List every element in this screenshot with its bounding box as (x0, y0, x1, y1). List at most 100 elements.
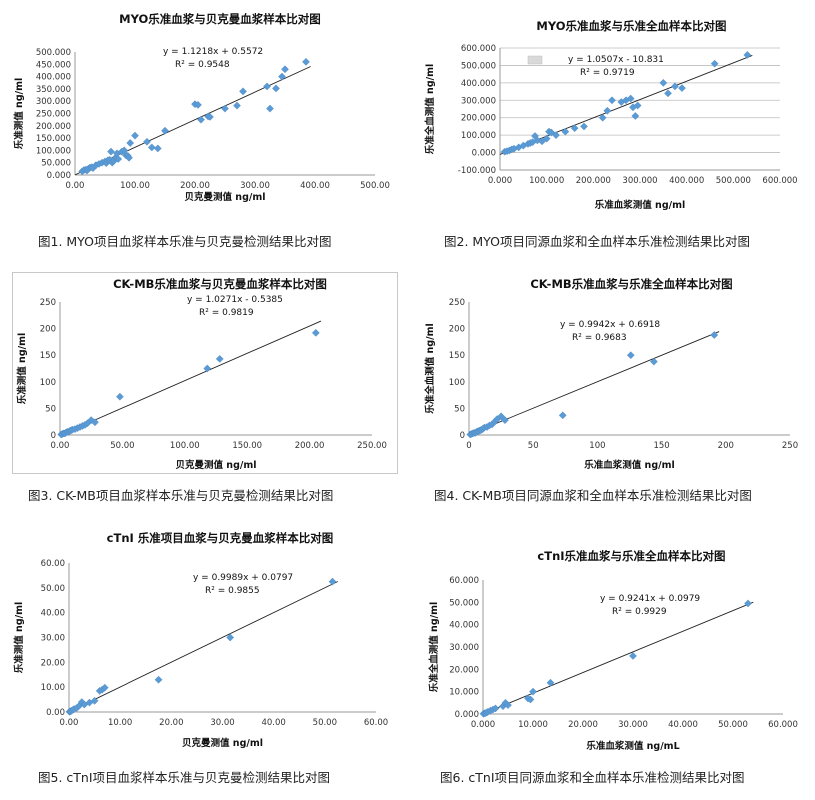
x-tick-label: 0 (466, 441, 471, 451)
data-point (206, 113, 214, 121)
data-point (598, 113, 607, 122)
x-tick-label: 0.00 (66, 181, 85, 191)
data-point (226, 633, 235, 642)
y-tick-label: 500.000 (461, 61, 496, 71)
data-point (100, 683, 109, 692)
y-tick-label: 150 (449, 351, 465, 361)
x-tick-label: 20.000 (568, 720, 598, 730)
y-axis-title: 乐准测值 ng/ml (13, 78, 25, 150)
x-tick-label: 50.00 (110, 441, 134, 451)
data-point (547, 128, 556, 137)
data-point (546, 678, 555, 687)
x-tick-label: 40.000 (668, 720, 698, 730)
data-point (203, 364, 212, 373)
data-point (161, 126, 169, 135)
data-point (239, 87, 247, 96)
y-tick-label: 0.000 (472, 149, 496, 159)
x-tick-label: 500.00 (360, 181, 390, 191)
data-point (561, 127, 570, 136)
data-point (664, 89, 672, 98)
trendline (468, 331, 720, 436)
y-tick-label: 50.000 (449, 598, 479, 608)
x-tick-label: 300.00 (240, 181, 270, 191)
data-point (542, 134, 551, 143)
y-tick-label: 100 (40, 378, 56, 388)
y-tick-label: 10.00 (41, 683, 65, 693)
data-point (626, 94, 635, 103)
chart-frame-3 (12, 272, 398, 474)
trendline (68, 581, 338, 713)
y-tick-label: 400.000 (36, 73, 71, 83)
x-tick-label: 10.000 (518, 720, 548, 730)
data-point (143, 137, 151, 146)
data-point (87, 416, 96, 424)
y-tick-label: 200.000 (461, 114, 496, 124)
x-tick-label: 10.00 (108, 718, 132, 728)
regression-equation: y = 0.9942x + 0.6918 (560, 320, 660, 330)
x-tick-label: 200.00 (295, 441, 325, 451)
y-tick-label: 60.00 (41, 559, 65, 569)
caption-3: 图3. CK-MB项目血浆样本乐准与贝克曼检测结果比对图 (28, 488, 334, 503)
y-tick-label: 200 (449, 325, 465, 335)
regression-equation: y = 0.9989x + 0.0797 (193, 573, 293, 583)
x-tick-label: 150 (653, 441, 669, 451)
y-tick-label: 30.000 (449, 643, 479, 653)
y-tick-label: 250 (40, 298, 56, 308)
x-tick-label: 400.00 (300, 181, 330, 191)
data-point (529, 687, 537, 696)
chart-title: MYO乐准血浆与贝克曼血浆样本比对图 (119, 12, 321, 26)
data-point (278, 72, 286, 81)
x-tick-label: 50 (528, 441, 539, 451)
data-point (558, 411, 567, 420)
x-axis-title: 贝克曼测值 ng/ml (176, 459, 257, 471)
x-tick-label: 200 (718, 441, 734, 451)
caption-5: 图5. cTnI项目血浆样本乐准与贝克曼检测结果比对图 (38, 770, 331, 785)
y-axis-title: 乐准测值 ng/ml (13, 602, 25, 674)
r-squared: R² = 0.9819 (199, 308, 254, 318)
chart-title: MYO乐准血浆与乐准全血样本比对图 (536, 19, 726, 33)
x-tick-label: 0.000 (488, 176, 512, 186)
caption-1: 图1. MYO项目血浆样本乐准与贝克曼检测结果比对图 (38, 234, 332, 249)
y-tick-label: 60.000 (449, 576, 479, 586)
y-tick-label: 200 (40, 325, 56, 335)
chart-panel-4: CK-MB乐准血浆与乐准全血样本比对图 0 50 100 150 200 250 0 50 100… (408, 268, 815, 508)
chart-4: CK-MB乐准血浆与乐准全血样本比对图 0 50 100 150 200 250 0 50 100… (424, 277, 798, 471)
y-tick-label: 500.000 (36, 48, 71, 58)
y-tick-label: 20.00 (41, 658, 65, 668)
data-point (633, 101, 642, 110)
chart-panel-6: cTnI乐准血浆与乐准全血样本比对图 0.000 10.000 20.000 30.00… (408, 525, 815, 800)
r-squared: R² = 0.9855 (205, 586, 260, 596)
y-tick-label: 100 (449, 378, 465, 388)
y-axis-title: 乐准测值 ng/ml (16, 333, 28, 405)
x-tick-label: 100.00 (170, 441, 200, 451)
y-tick-label: 40.000 (449, 621, 479, 631)
y-tick-label: 150.000 (36, 134, 71, 144)
data-point (710, 331, 719, 339)
y-tick-label: 0 (460, 431, 465, 441)
regression-equation: y = 1.1218x + 0.5572 (163, 47, 263, 57)
data-point (233, 101, 241, 110)
data-point (603, 106, 612, 115)
data-point (552, 131, 560, 140)
x-axis-title: 贝克曼测值 ng/ml (185, 191, 266, 203)
data-point (744, 599, 752, 608)
data-point (116, 392, 124, 401)
r-squared: R² = 0.9719 (580, 68, 635, 78)
data-point (221, 104, 229, 113)
x-axis-title: 乐准血浆测值 ng/ml (595, 199, 686, 211)
x-tick-label: 30.000 (618, 720, 648, 730)
data-point (497, 412, 505, 421)
chart-title: CK-MB乐准血浆与贝克曼血浆样本比对图 (113, 277, 327, 291)
y-tick-label: 0.000 (455, 710, 479, 720)
caption-6: 图6. cTnI项目同源血浆和全血样本乐准检测结果比对图 (440, 770, 745, 785)
data-point (626, 351, 635, 360)
data-point (91, 418, 99, 427)
y-axis-title: 乐准全血测值 ng/ml (424, 64, 436, 155)
x-tick-label: 400.000 (669, 176, 704, 186)
y-axis-title: 乐准全血测值 ng/ml (428, 602, 440, 693)
data-point (153, 144, 162, 153)
x-tick-label: 100.000 (529, 176, 564, 186)
chart-panel-1: MYO乐准血浆与贝克曼血浆样本比对图 0.000 50.000 100.000 150.… (0, 0, 400, 255)
chart-panel-3: CK-MB乐准血浆与贝克曼血浆样本比对图 0 50 100 150 200 250 0.00 5… (0, 268, 400, 508)
chart-2: MYO乐准血浆与乐准全血样本比对图-100.0000.000100.000200… (424, 19, 798, 211)
